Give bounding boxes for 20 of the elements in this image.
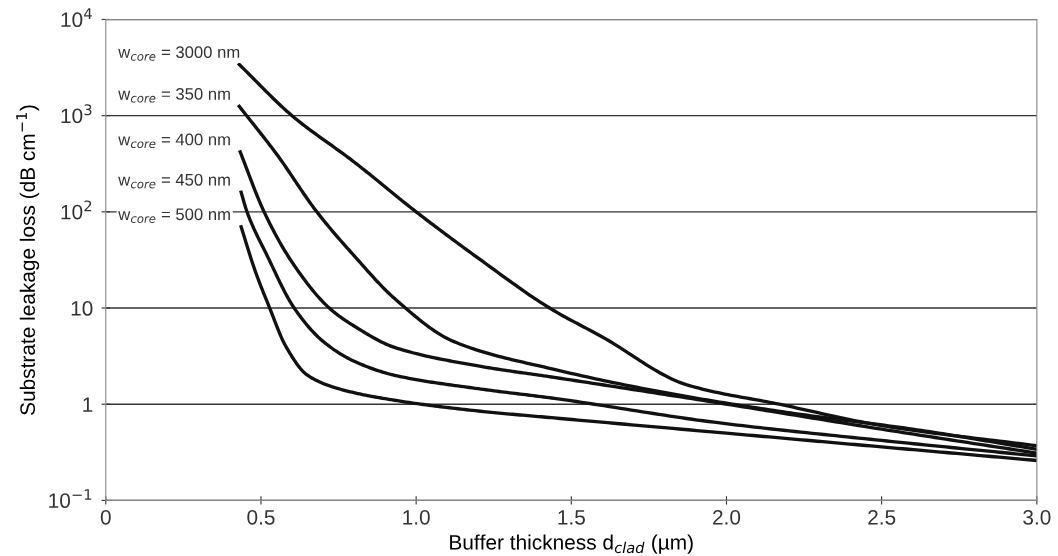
series-label: w$_{core}$ = 500 nm — [118, 208, 230, 223]
x-tick-label: 3.0 — [1023, 509, 1051, 525]
x-tick-label: 2.5 — [868, 509, 896, 525]
x-tick-label: 0 — [100, 509, 111, 525]
x-axis-title: Buffer thickness d$_{clad}$ (µm) — [450, 534, 693, 554]
x-tick-label: 0.5 — [247, 509, 275, 525]
series-label: w$_{core}$ = 400 nm — [118, 133, 230, 149]
x-tick-label: 1.0 — [403, 509, 430, 525]
y-tick-label: 10$^{2}$ — [61, 200, 92, 220]
series-label: w$_{core}$ = 450 nm — [118, 173, 230, 189]
series-label: w$_{core}$ = 3000 nm — [118, 46, 240, 61]
y-tick-label: 10$^{4}$ — [61, 8, 92, 28]
y-tick-label: 1 — [83, 397, 93, 412]
series-label: w$_{core}$ = 350 nm — [118, 88, 230, 103]
x-tick-label: 1.5 — [558, 510, 585, 525]
y-tick-label: 10$^{−1}$ — [49, 489, 92, 509]
x-tick-label: 2.0 — [713, 509, 741, 525]
y-tick-label: 10$^{3}$ — [61, 104, 92, 124]
y-tick-label: 10 — [71, 301, 93, 316]
y-axis-title: Substrate leakage loss (dB cm$^{−1}$) — [16, 105, 40, 415]
